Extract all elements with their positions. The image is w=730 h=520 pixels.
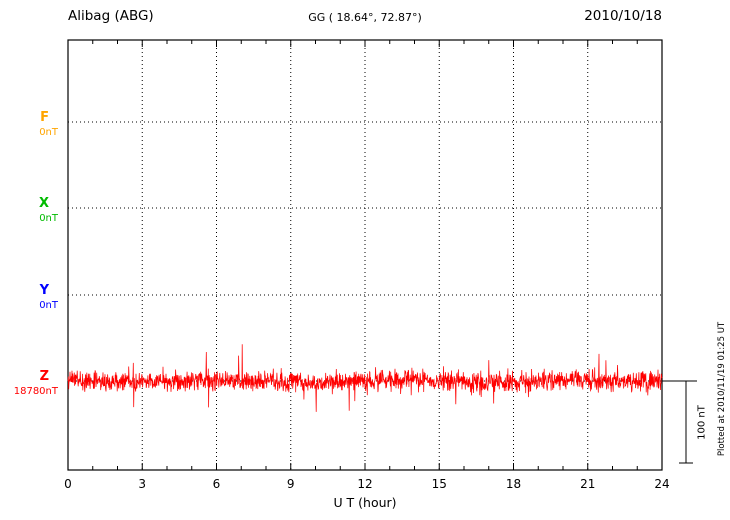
plot-date: 2010/10/18 (584, 8, 662, 24)
component-X-baseline-value: 0nT (39, 213, 58, 224)
component-Y: Y 0nT (0, 283, 58, 312)
component-X: X 0nT (0, 196, 58, 225)
x-tick-label: 9 (286, 477, 295, 491)
x-tick-label: 3 (138, 477, 147, 491)
scale-bar-label: 100 nT (696, 405, 708, 440)
component-Z-label: Z (39, 369, 49, 384)
plotted-timestamp-note: Plotted at 2010/11/19 01:25 UT (717, 321, 727, 457)
station-coordinates: GG ( 18.64°, 72.87°) (308, 11, 422, 24)
component-F: F 0nT (0, 110, 58, 139)
component-Y-label: Y (39, 283, 49, 298)
x-axis-title: U T (hour) (333, 495, 397, 510)
component-Z-baseline-value: 18780nT (13, 386, 58, 397)
x-tick-label: 6 (212, 477, 221, 491)
x-tick-label: 18 (505, 477, 522, 491)
x-tick-label: 12 (357, 477, 373, 491)
z-component-trace (67, 344, 663, 412)
x-tick-label: 24 (654, 477, 670, 491)
component-F-label: F (40, 110, 49, 125)
component-X-label: X (38, 196, 49, 211)
x-tick-label: 21 (580, 477, 596, 491)
x-tick-label: 0 (64, 477, 72, 491)
x-tick-label: 15 (431, 477, 447, 491)
component-F-baseline-value: 0nT (39, 127, 58, 138)
component-Y-baseline-value: 0nT (39, 300, 58, 311)
component-Z: Z 18780nT (0, 369, 58, 398)
station-title: Alibag (ABG) (68, 8, 154, 24)
